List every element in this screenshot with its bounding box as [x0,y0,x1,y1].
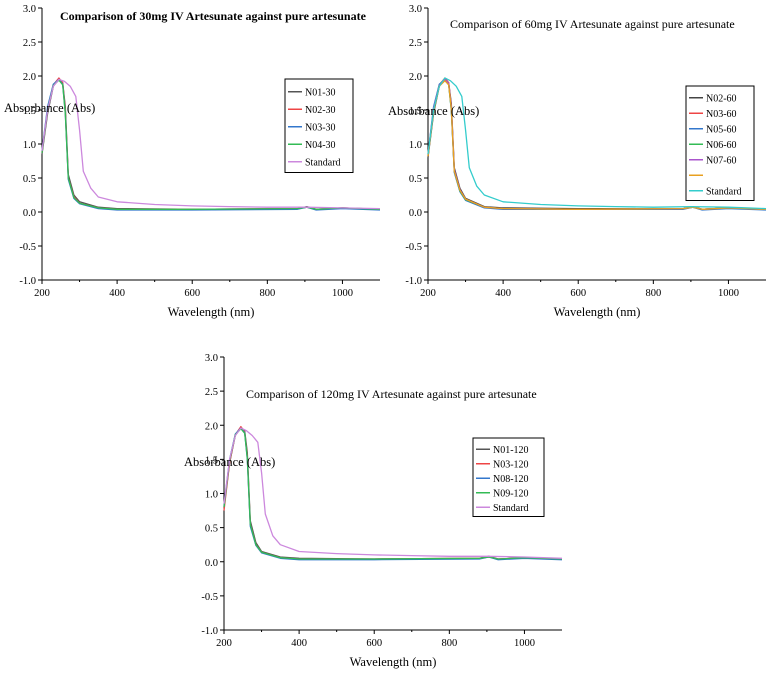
x-tick-label: 1000 [514,638,535,649]
x-axis-title: Wavelength (nm) [350,655,437,669]
y-tick-label: 1.0 [23,140,36,151]
x-tick-label: 1000 [332,288,353,299]
series-line [427,77,767,210]
chart-panel-2: 200 400 600 800 1000 -1.0 -0.5 0.0 0.5 1.0 1.5 2.0 2… [388,4,767,319]
x-tick-label: 400 [495,288,511,299]
x-tick-label: 600 [570,288,586,299]
legend-label: Standard [305,157,341,168]
x-tick-label: 600 [366,638,382,649]
x-tick-label: 800 [259,288,275,299]
legend-label: N01-30 [305,87,336,98]
y-axis-title: Absorbance (Abs) [4,101,95,115]
legend-label: N02-60 [706,93,737,104]
x-axis-title: Wavelength (nm) [554,305,641,319]
x-tick-label: 1000 [718,288,739,299]
y-tick-label: -1.0 [201,626,218,637]
y-tick-label: 2.5 [23,38,36,49]
y-tick-label: 2.0 [23,72,36,83]
y-tick-label: 1.5 [23,106,36,117]
y-tick-label: 2.0 [205,421,218,432]
y-tick-label: 1.5 [205,455,218,466]
y-tick-label: 1.5 [409,106,422,117]
y-tick-label: 3.0 [409,4,422,15]
x-tick-label: 600 [184,288,200,299]
legend-box [685,85,755,201]
x-tick-label: 400 [291,638,307,649]
legend-label: Standard [493,503,529,514]
legend-box [472,437,545,517]
chart-title: Comparison of 60mg IV Artesunate against… [450,17,735,31]
x-axis-title: Wavelength (nm) [168,305,255,319]
legend-label: N03-30 [305,122,336,133]
legend-box [284,78,354,173]
x-tick-label: 400 [109,288,125,299]
legend-label: N04-30 [305,140,336,151]
y-tick-label: 1.0 [205,490,218,501]
y-tick-label: -1.0 [19,276,36,287]
x-tick-label: 200 [216,638,232,649]
y-tick-label: 0.0 [409,208,422,219]
y-tick-label: -0.5 [201,592,218,603]
chart-title: Comparison of 120mg IV Artesunate agains… [246,387,537,401]
legend-label: N01-120 [493,445,529,456]
y-tick-label: 0.0 [23,208,36,219]
legend-label: N03-120 [493,459,529,470]
y-tick-label: -1.0 [405,276,422,287]
y-tick-label: 3.0 [205,353,218,364]
legend-label: N02-30 [305,105,336,116]
y-tick-label: 2.5 [205,387,218,398]
legend-label: N05-60 [706,124,737,135]
x-tick-label: 800 [645,288,661,299]
y-tick-label: 1.0 [409,140,422,151]
y-tick-label: 2.5 [409,38,422,49]
y-tick-label: 3.0 [23,4,36,15]
y-axis-title: Absorbance (Abs) [184,455,275,469]
series-line [41,78,381,210]
legend-label: N09-120 [493,488,529,499]
x-tick-label: 800 [441,638,457,649]
x-tick-label: 200 [34,288,50,299]
y-tick-label: 0.5 [23,174,36,185]
y-tick-label: 0.0 [205,558,218,569]
legend-label: N08-120 [493,474,529,485]
chart-panel-1: 200 400 600 800 1000 -1.0 -0.5 0.0 0.5 1.0 1.5 2.0 2… [4,4,381,319]
y-tick-label: -0.5 [19,242,36,253]
x-tick-label: 200 [420,288,436,299]
y-tick-label: 2.0 [409,72,422,83]
y-tick-label: 0.5 [409,174,422,185]
legend-label: Standard [706,186,742,197]
y-tick-label: 0.5 [205,524,218,535]
series-line [223,427,563,559]
legend-label: N07-60 [706,155,737,166]
chart-panel-3: 200 400 600 800 1000 -1.0 -0.5 0.0 0.5 1.0 1.5 2.0 2… [184,353,563,669]
series-line [427,80,767,210]
y-tick-label: -0.5 [405,242,422,253]
y-axis-title: Absorbance (Abs) [388,104,479,118]
chart-title: Comparison of 30mg IV Artesunate against… [60,9,367,23]
legend-label: N06-60 [706,140,737,151]
legend-label: N03-60 [706,109,737,120]
